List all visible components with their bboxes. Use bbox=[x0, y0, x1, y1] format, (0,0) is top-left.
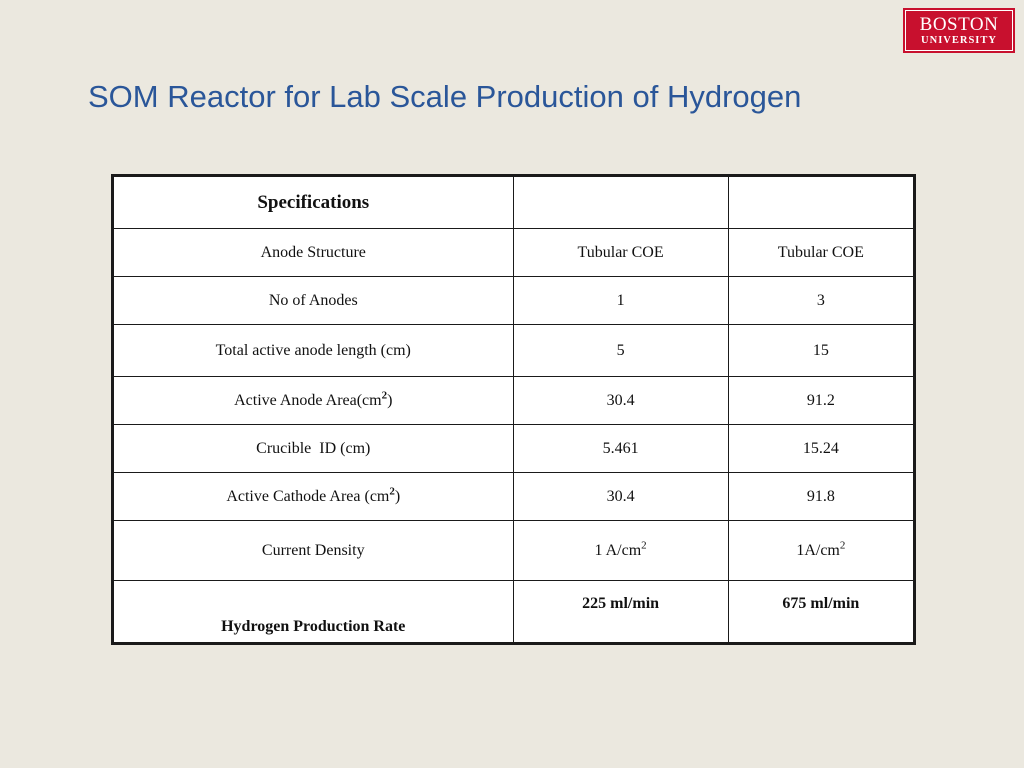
row-value-col2: 1 bbox=[512, 276, 729, 325]
logo-text-university: UNIVERSITY bbox=[921, 34, 997, 46]
table-row: Crucible ID (cm) 5.461 15.24 bbox=[112, 424, 916, 473]
label-text: Active Anode Area(cm bbox=[234, 391, 382, 409]
row-label: Total active anode length (cm) bbox=[112, 324, 514, 377]
row-value-col2: 30.4 bbox=[512, 376, 729, 425]
superscript: 2 bbox=[641, 539, 647, 552]
row-value-col2: 5 bbox=[512, 324, 729, 377]
row-value-col3: 675 ml/min bbox=[727, 580, 916, 644]
label-text: Active Cathode Area (cm bbox=[226, 487, 390, 505]
row-value-col3: 1A/cm2 bbox=[727, 520, 916, 581]
superscript: 2 bbox=[389, 485, 395, 498]
row-value-col3: Tubular COE bbox=[727, 228, 916, 277]
table-row: Active Cathode Area (cm2) 30.4 91.8 bbox=[112, 472, 916, 521]
table-row: Total active anode length (cm) 5 15 bbox=[112, 324, 916, 377]
header-cell-2 bbox=[512, 175, 729, 229]
value-text: 1 A/cm bbox=[594, 541, 642, 559]
label-tail: ) bbox=[387, 391, 393, 409]
specifications-table: Specifications Anode Structure Tubular C… bbox=[111, 174, 916, 645]
row-label: Active Anode Area(cm2) bbox=[112, 376, 514, 425]
row-value-col3: 3 bbox=[727, 276, 916, 325]
label-tail: ) bbox=[394, 487, 401, 505]
row-label: Anode Structure bbox=[112, 228, 514, 277]
row-label: Hydrogen Production Rate bbox=[112, 580, 514, 644]
superscript: 2 bbox=[381, 389, 388, 402]
row-value-col2: 30.4 bbox=[512, 472, 729, 521]
row-value-col2: Tubular COE bbox=[512, 228, 729, 277]
header-cell-specifications: Specifications bbox=[112, 175, 514, 229]
row-label: Crucible ID (cm) bbox=[112, 424, 514, 473]
table-row: Hydrogen Production Rate 225 ml/min 675 … bbox=[112, 580, 916, 644]
value-text: 1A/cm bbox=[796, 541, 840, 559]
table-row: No of Anodes 1 3 bbox=[112, 276, 916, 325]
table-header-row: Specifications bbox=[112, 175, 916, 229]
row-label: No of Anodes bbox=[112, 276, 514, 325]
superscript: 2 bbox=[839, 539, 846, 552]
table-row: Active Anode Area(cm2) 30.4 91.2 bbox=[112, 376, 916, 425]
row-value-col3: 91.8 bbox=[727, 472, 916, 521]
boston-university-logo: BOSTON UNIVERSITY bbox=[903, 8, 1015, 53]
table-row: Anode Structure Tubular COE Tubular COE bbox=[112, 228, 916, 277]
row-value-col3: 91.2 bbox=[727, 376, 916, 425]
row-value-col2: 1 A/cm2 bbox=[512, 520, 729, 581]
slide-title: SOM Reactor for Lab Scale Production of … bbox=[88, 79, 802, 114]
row-label: Current Density bbox=[112, 520, 514, 581]
row-value-col2: 5.461 bbox=[512, 424, 729, 473]
row-value-col2: 225 ml/min bbox=[512, 580, 729, 644]
row-value-col3: 15.24 bbox=[727, 424, 916, 473]
table-row: Current Density 1 A/cm2 1A/cm2 bbox=[112, 520, 916, 581]
header-cell-3 bbox=[727, 175, 916, 229]
row-label: Active Cathode Area (cm2) bbox=[112, 472, 514, 521]
logo-frame: BOSTON UNIVERSITY bbox=[905, 10, 1013, 51]
logo-text-boston: BOSTON bbox=[919, 13, 999, 35]
row-value-col3: 15 bbox=[727, 324, 916, 377]
